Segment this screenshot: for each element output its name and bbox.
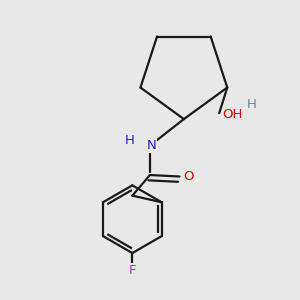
Text: F: F xyxy=(129,264,136,277)
Text: N: N xyxy=(147,139,156,152)
Text: O: O xyxy=(183,170,194,183)
Text: H: H xyxy=(125,134,135,147)
Text: H: H xyxy=(247,98,257,111)
Text: OH: OH xyxy=(222,108,242,121)
